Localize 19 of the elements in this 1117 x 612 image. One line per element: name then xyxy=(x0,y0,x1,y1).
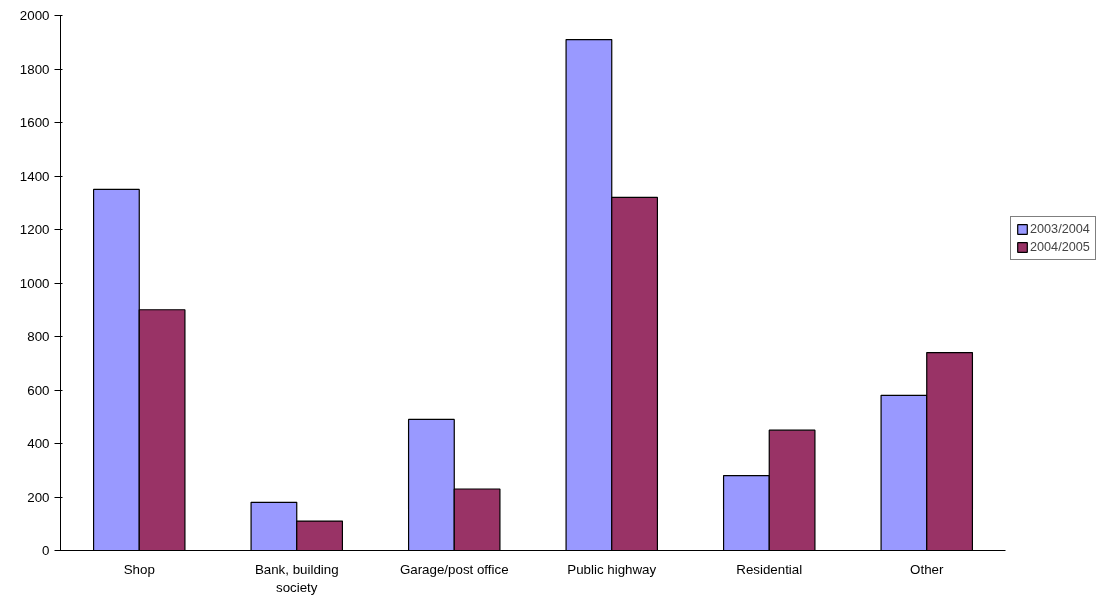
y-tick-label: 0 xyxy=(42,543,50,558)
x-tick-label: Residential xyxy=(736,561,803,577)
y-tick-label: 1200 xyxy=(19,222,50,237)
y-tick-label: 400 xyxy=(27,436,50,451)
x-tick-label: Shop xyxy=(123,561,155,577)
y-tick-label: 1000 xyxy=(19,275,50,291)
y-tick-label: 1600 xyxy=(19,115,50,130)
legend-label: 2003/2004 xyxy=(1030,222,1090,236)
y-tick-label: 1400 xyxy=(19,168,50,184)
y-tick-label: 800 xyxy=(27,329,50,344)
x-tick-label: Other xyxy=(910,561,944,577)
x-tick-label: Public highway xyxy=(567,561,657,577)
legend-label: 2004/2005 xyxy=(1030,240,1090,254)
y-tick-label: 1800 xyxy=(19,61,50,77)
x-tick-label: Garage/post office xyxy=(399,561,509,577)
y-tick-label: 200 xyxy=(27,489,50,505)
x-tick-label: Bank, building society xyxy=(254,561,339,595)
y-tick-label: 600 xyxy=(27,382,50,398)
y-tick-label: 2000 xyxy=(19,8,50,23)
